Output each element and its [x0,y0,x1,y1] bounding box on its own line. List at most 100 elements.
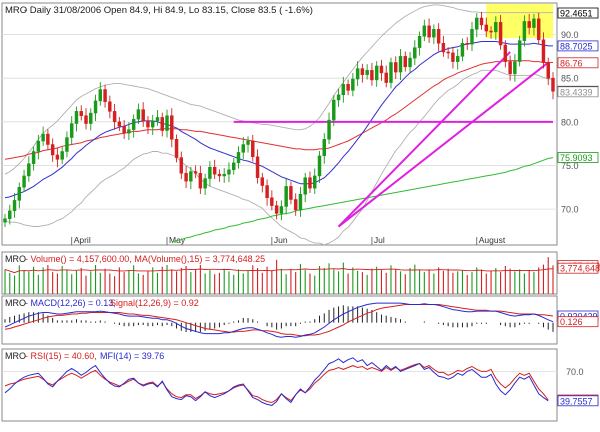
candle [246,140,250,145]
candle [46,133,50,145]
rsi-panel: 70.040.598539.7557 MRO - RSI(15) = 40.60… [1,348,599,422]
volume-label: - Volume() = 4,157,600.00, MA(Volume(),1… [25,254,265,264]
candle [298,194,303,211]
volume-ma-line [4,268,554,274]
price-value-label-box [557,86,599,98]
candle [374,65,379,81]
candle [227,169,231,175]
candle [65,137,69,152]
candle [422,25,427,37]
candle [155,117,160,122]
candle [365,70,369,75]
candle [98,89,103,102]
price-panel: April May Jun Jul August 90.085.080.075.070.… [1,2,599,246]
candle [394,62,398,73]
upper-bollinger-band [4,4,553,175]
candle [479,17,484,26]
candle [432,29,436,38]
volume-plot-area [4,257,554,294]
rsi-panel-frame [1,348,558,422]
candle [93,100,98,114]
candle [370,70,374,81]
candle [170,115,174,140]
candle [232,162,236,171]
macd-label-symbol: MRO [5,298,26,308]
price-value-label-box [557,7,599,19]
macd-axis: 0.9204290.126 [557,310,599,327]
price-tick-label: 70.0 [561,205,579,215]
candle [379,65,384,74]
volume-value-label-box [557,262,599,274]
candle [31,151,36,164]
candle [427,25,431,38]
candle [27,163,31,177]
candle [165,115,169,131]
candle [360,68,365,75]
macd-signal-line [4,304,554,337]
candle [417,36,422,48]
candle [222,173,226,177]
sma200-line [171,157,554,243]
rsi-value-label-box [557,395,599,407]
sma50-line [4,60,553,160]
candle [284,186,288,207]
candle [103,89,107,102]
price-value-label: 83.4339 [560,87,593,97]
candle [160,117,164,131]
trendline [337,51,511,228]
rsi-axis: 70.040.598539.7557 [557,367,599,407]
candle [446,51,450,54]
candle [241,144,245,153]
price-value-label: 75.9093 [560,153,593,163]
candle [84,115,88,124]
price-axis: 90.0 85.0 80.0 75.0 70.0 92.4651 88.7025 86.76 8… [557,7,599,215]
candle [36,140,41,152]
candle [389,62,393,83]
volume-label-symbol: MRO [5,254,26,264]
candle [336,94,341,101]
candle [22,175,26,188]
price-value-label: 88.7025 [560,41,593,51]
candle [12,200,17,212]
candle [413,47,417,59]
price-value-label: 92.4651 [560,9,593,19]
candle [341,84,346,96]
macd-line [4,302,554,338]
rsi-value-label: 39.7557 [560,396,593,406]
candle [260,177,265,186]
candle [131,118,136,130]
candle [455,56,460,62]
candle [89,112,93,124]
candle [441,43,446,53]
price-value-label-box [557,40,599,52]
x-tick-label: August [479,235,506,245]
candle [55,154,60,160]
candle [522,21,527,41]
candle [436,29,441,44]
candle [551,77,555,92]
candle [536,18,541,41]
volume-panel-frame [1,251,558,295]
header-quote: - Daily 31/08/2006 Open 84.9, Hi 84.9, L… [24,5,313,16]
candle [136,109,141,120]
volume-axis: 4,157,6003,774,648 [557,260,600,274]
price-tick-label: 85.0 [561,74,579,84]
candle [398,56,403,73]
candle [208,166,212,179]
lower-bollinger-band [4,69,553,245]
candle [255,156,260,178]
candle [484,24,489,32]
x-tick-label: April [74,235,91,245]
price-value-label-box [557,57,599,69]
candle [41,133,45,142]
candle [293,199,298,211]
candle [8,210,12,219]
price-value-label-box [557,152,599,163]
candle [108,101,112,112]
candle [184,173,188,182]
candle [489,30,493,33]
candle [236,152,241,164]
candle [517,40,522,62]
